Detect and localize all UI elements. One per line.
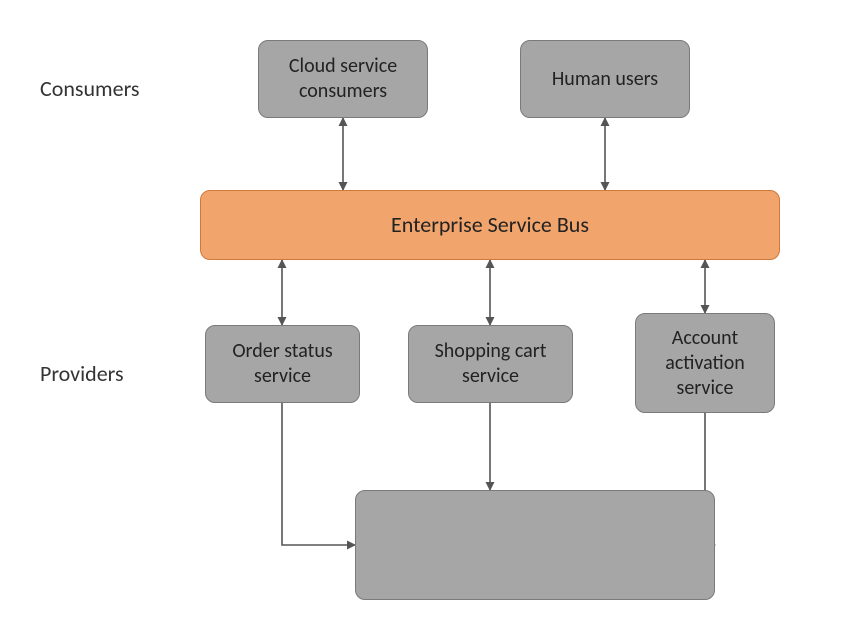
node-cloud-consumers: Cloud serviceconsumers xyxy=(258,40,428,118)
node-order-status: Order statusservice xyxy=(205,325,360,403)
edge-e6 xyxy=(282,403,355,545)
node-human-users: Human users xyxy=(520,40,690,118)
node-label-shopping-cart: Shopping cartservice xyxy=(435,339,547,389)
node-label-cloud-consumers: Cloud serviceconsumers xyxy=(289,54,397,104)
node-label-order-status: Order statusservice xyxy=(232,339,332,389)
node-account-activation: Accountactivationservice xyxy=(635,313,775,413)
providers-label: Providers xyxy=(40,360,124,387)
node-label-human-users: Human users xyxy=(552,67,658,92)
consumers-label: Consumers xyxy=(40,75,139,102)
node-shopping-cart: Shopping cartservice xyxy=(408,325,573,403)
node-label-account-activation: Accountactivationservice xyxy=(665,326,745,401)
node-esb: Enterprise Service Bus xyxy=(200,190,780,260)
node-db-container xyxy=(355,490,715,600)
node-label-esb: Enterprise Service Bus xyxy=(391,211,589,239)
